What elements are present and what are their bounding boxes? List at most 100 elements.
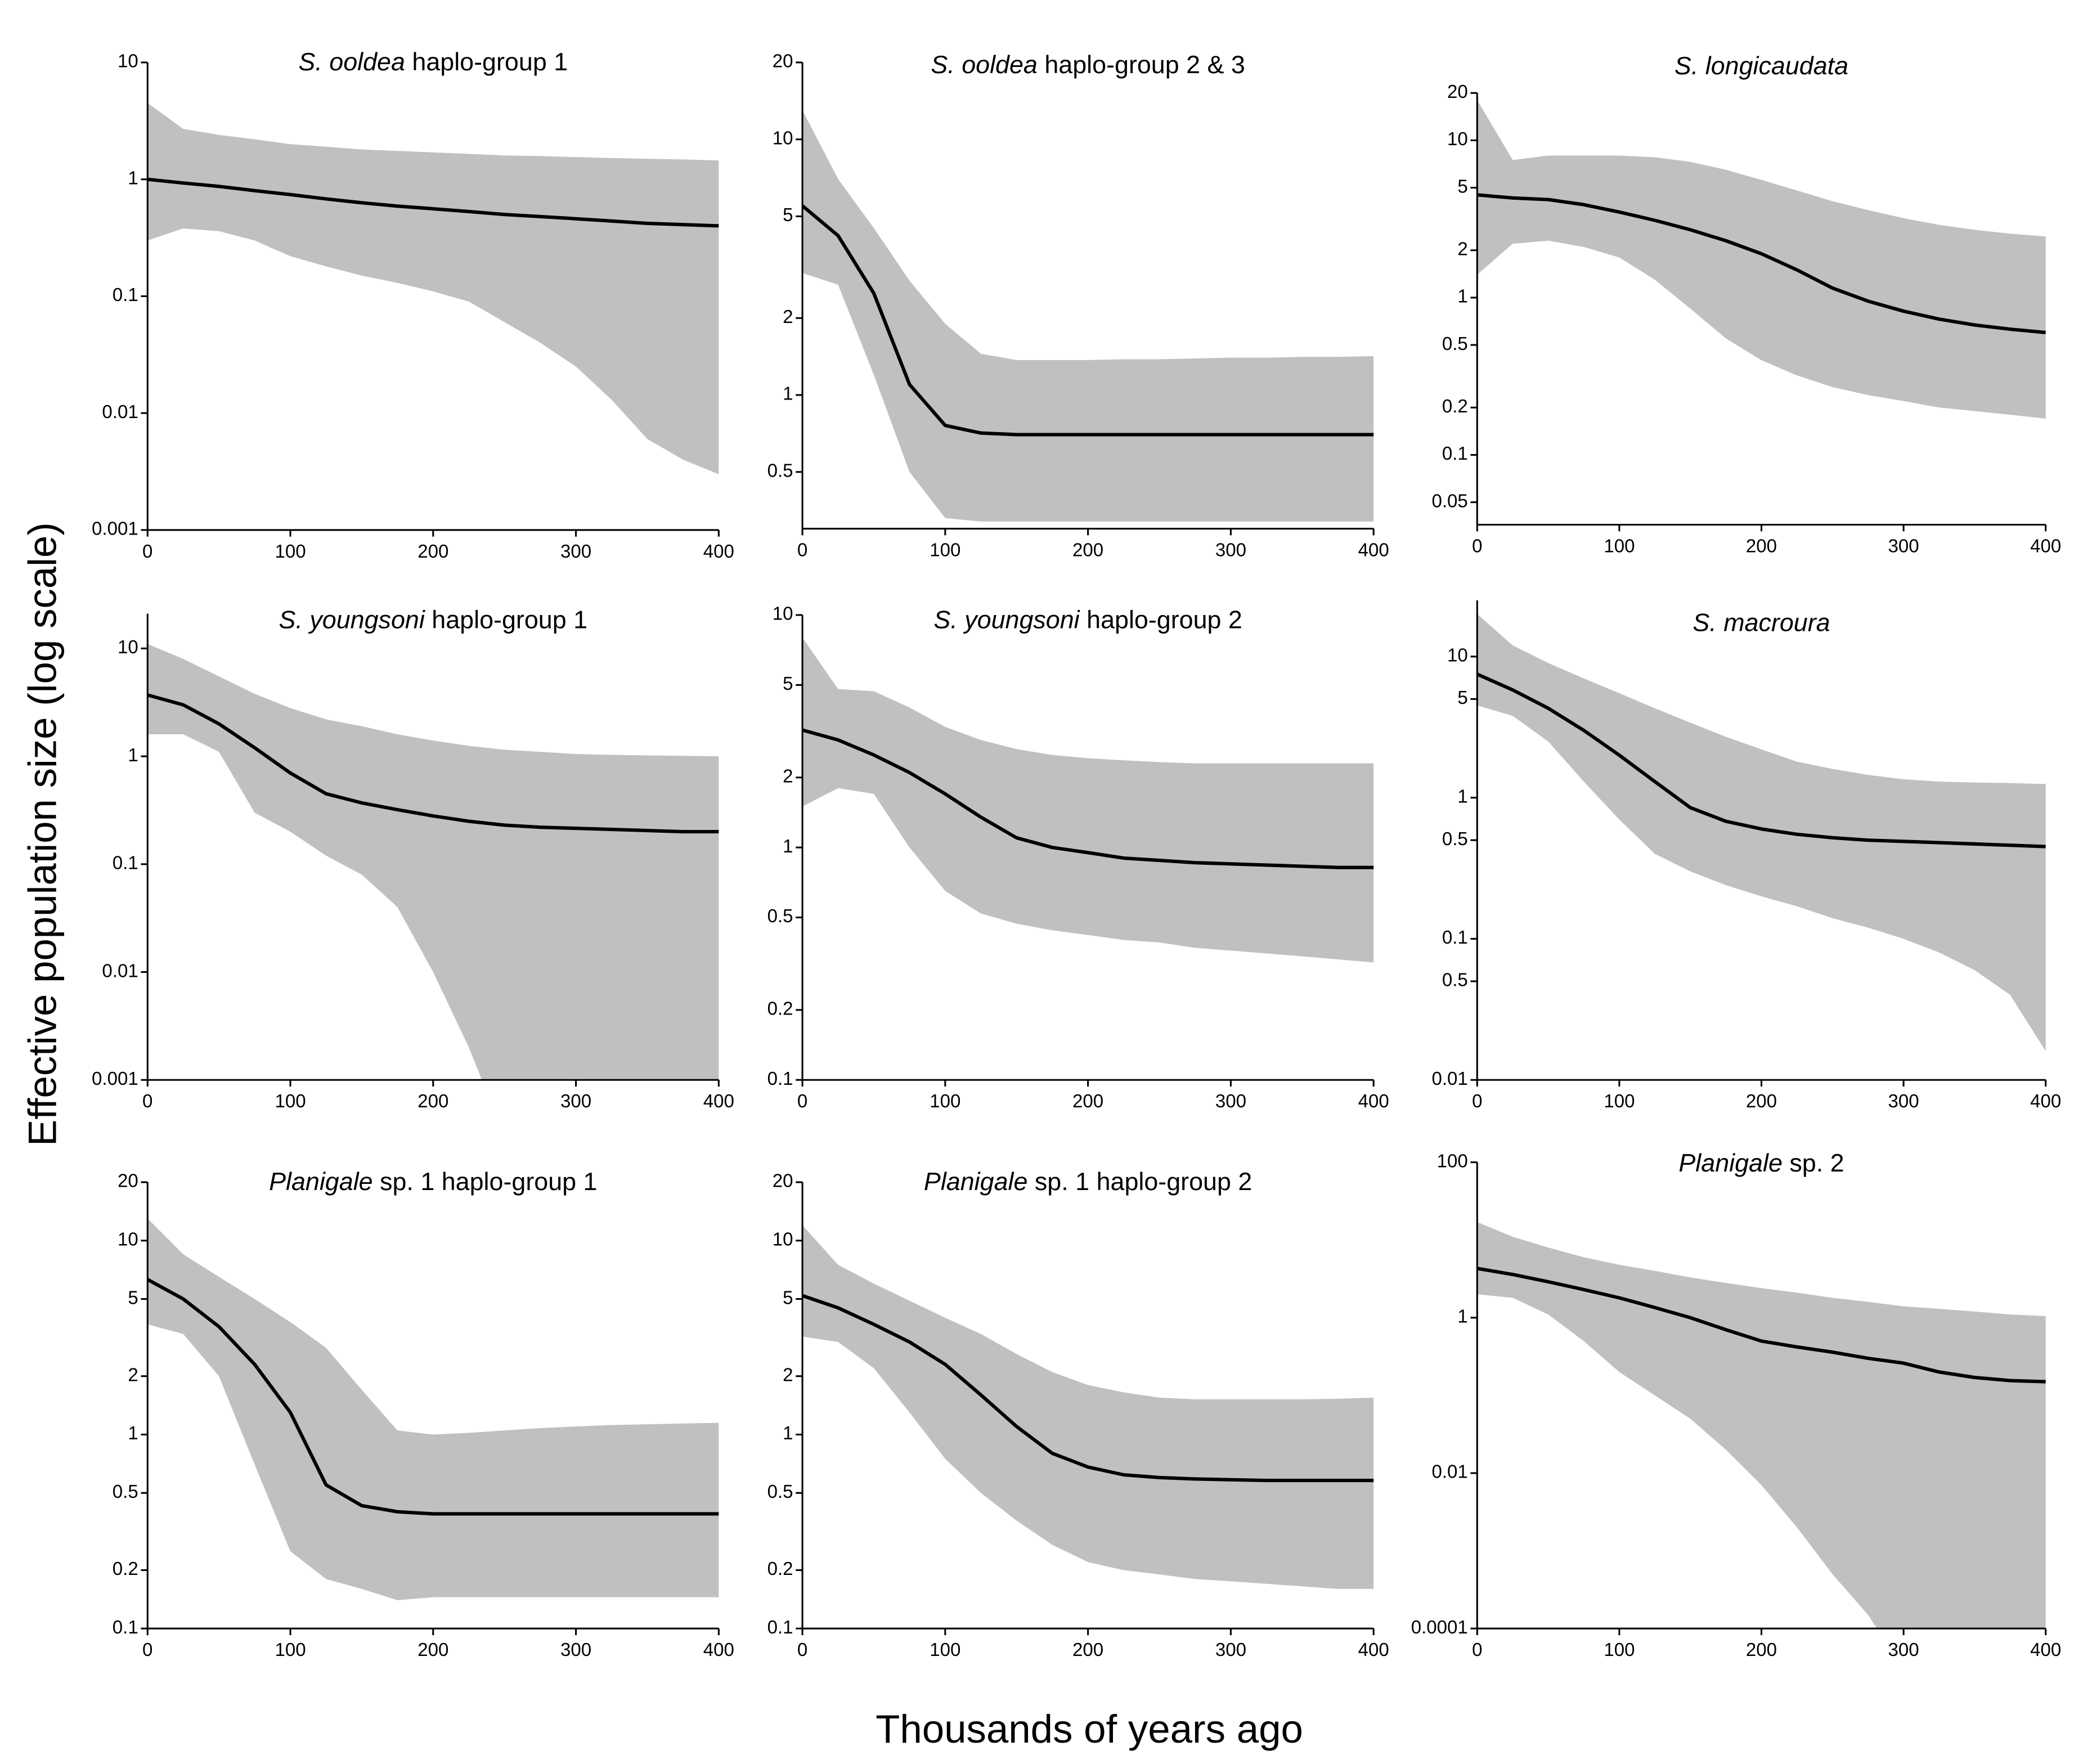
- title-text: sp. 2: [1789, 1148, 1844, 1177]
- y-tick-label: 0.5: [1442, 970, 1468, 991]
- x-tick-label: 100: [930, 540, 960, 560]
- median-line: [147, 693, 719, 834]
- confidence-band: [802, 1225, 1374, 1589]
- y-tick-label: 0.1: [113, 285, 138, 306]
- panel: 10 5 1 0.5 0.1 0.5 0.010 100 200 300 400 S. macrour…: [1431, 600, 2061, 1112]
- y-tick-label: 2: [128, 1364, 138, 1385]
- panel-title: Planigale sp. 1 haplo-group 2: [924, 1167, 1252, 1196]
- y-tick-label: 0.2: [767, 1559, 793, 1579]
- y-tick-label: 0.0001: [1411, 1617, 1468, 1638]
- y-tick-label: 0.2: [767, 999, 793, 1020]
- y-tick-label: 0.01: [1431, 1462, 1467, 1483]
- x-tick-label: 400: [2030, 536, 2061, 556]
- title-text: haplo-group 1: [412, 47, 568, 76]
- x-tick-label: 100: [275, 1091, 306, 1112]
- x-tick-label: 0: [142, 1640, 152, 1660]
- x-tick-label: 300: [1215, 1640, 1246, 1660]
- x-tick-label: 100: [930, 1091, 960, 1112]
- x-tick-label: 100: [1604, 1091, 1635, 1112]
- y-tick-label: 2: [1457, 239, 1467, 260]
- x-tick-label: 400: [1358, 540, 1389, 560]
- x-tick-label: 100: [1604, 536, 1635, 556]
- y-tick-label: 1: [1457, 286, 1467, 307]
- y-tick-label: 0.01: [102, 402, 138, 423]
- title-italic: S. ooldea: [931, 50, 1038, 79]
- x-tick-label: 100: [275, 541, 306, 562]
- confidence-band: [802, 638, 1374, 963]
- title-italic: S. ooldea: [298, 47, 405, 76]
- y-tick-label: 20: [773, 1171, 793, 1192]
- x-tick-label: 300: [1215, 540, 1246, 560]
- panel-title: S. longicaudata: [1675, 51, 1848, 80]
- x-tick-label: 200: [1072, 1091, 1103, 1112]
- title-text: haplo-group 2 & 3: [1044, 50, 1245, 79]
- y-tick-label: 0.1: [1442, 443, 1468, 464]
- y-tick-label: 0.5: [767, 1482, 793, 1502]
- x-tick-label: 200: [1072, 1640, 1103, 1660]
- panel-title: Planigale sp. 1 haplo-group 1: [269, 1167, 597, 1196]
- median-line: [147, 177, 719, 228]
- median-line: [1477, 193, 2046, 334]
- x-tick-label: 200: [1746, 1091, 1777, 1112]
- median-line: [802, 204, 1374, 437]
- y-tick-label: 1: [128, 168, 138, 188]
- panel-title: S. ooldea haplo-group 2 & 3: [931, 50, 1245, 79]
- x-tick-label: 300: [560, 1640, 591, 1660]
- y-tick-label: 1: [1457, 1307, 1467, 1327]
- y-tick-label: 0.1: [1442, 927, 1468, 948]
- median-line: [1477, 672, 2046, 849]
- y-tick-label: 5: [1457, 176, 1467, 197]
- y-tick-label: 0.05: [1431, 491, 1467, 511]
- confidence-band: [802, 110, 1374, 522]
- x-tick-label: 100: [275, 1640, 306, 1660]
- x-tick-label: 0: [797, 1091, 807, 1112]
- x-axis-label: Thousands of years ago: [876, 1707, 1303, 1752]
- y-tick-label: 10: [773, 128, 793, 149]
- y-tick-label: 20: [1447, 82, 1468, 102]
- title-italic: Planigale: [269, 1167, 373, 1196]
- y-tick-label: 0.2: [113, 1559, 138, 1579]
- x-tick-label: 300: [560, 1091, 591, 1112]
- y-tick-label: 0.5: [767, 906, 793, 927]
- x-tick-label: 100: [930, 1640, 960, 1660]
- x-tick-label: 400: [703, 1640, 734, 1660]
- title-italic: S. youngsoni: [933, 605, 1080, 634]
- panel-title: S. ooldea haplo-group 1: [298, 47, 568, 76]
- y-tick-label: 1: [128, 1423, 138, 1444]
- median-line: [802, 1294, 1374, 1483]
- x-tick-label: 0: [1472, 1091, 1482, 1112]
- y-tick-label: 5: [783, 674, 793, 694]
- panel-title: Planigale sp. 2: [1678, 1148, 1844, 1177]
- x-tick-label: 200: [418, 1091, 448, 1112]
- y-tick-label: 0.01: [102, 960, 138, 981]
- y-tick-label: 1: [128, 745, 138, 766]
- panel: 20 10 5 2 1 0.5 0.2 0.1 0.05 0 100 200 300 400 S. long…: [1431, 51, 2061, 556]
- y-tick-label: 1: [783, 836, 793, 857]
- title-italic: S. macroura: [1693, 608, 1830, 636]
- y-tick-label: 20: [118, 1171, 138, 1192]
- y-tick-label: 0.5: [767, 461, 793, 482]
- y-tick-label: 5: [783, 1287, 793, 1308]
- y-tick-label: 10: [1447, 645, 1468, 666]
- y-tick-label: 10: [118, 1229, 138, 1250]
- y-tick-label: 0.1: [113, 853, 138, 874]
- y-tick-label: 5: [1457, 688, 1467, 708]
- x-tick-label: 300: [1215, 1091, 1246, 1112]
- y-tick-label: 0.1: [767, 1069, 793, 1089]
- y-tick-label: 1: [783, 1423, 793, 1444]
- confidence-band: [147, 1218, 719, 1600]
- panel-title: S. youngsoni haplo-group 2: [933, 605, 1242, 634]
- panel: 20 10 5 2 1 0.5 0.2 0.10 100 200 300 400 Planigale s…: [113, 1167, 734, 1660]
- title-italic: S. longicaudata: [1675, 51, 1848, 80]
- y-tick-label: 10: [118, 637, 138, 658]
- y-tick-label: 2: [783, 766, 793, 787]
- x-tick-label: 0: [797, 1640, 807, 1660]
- y-tick-label: 0.2: [1442, 396, 1468, 417]
- panel-title: S. macroura: [1693, 608, 1830, 636]
- y-tick-label: 0.01: [1431, 1069, 1467, 1089]
- x-tick-label: 0: [1472, 536, 1482, 556]
- y-tick-label: 2: [783, 307, 793, 327]
- x-tick-label: 400: [1358, 1091, 1389, 1112]
